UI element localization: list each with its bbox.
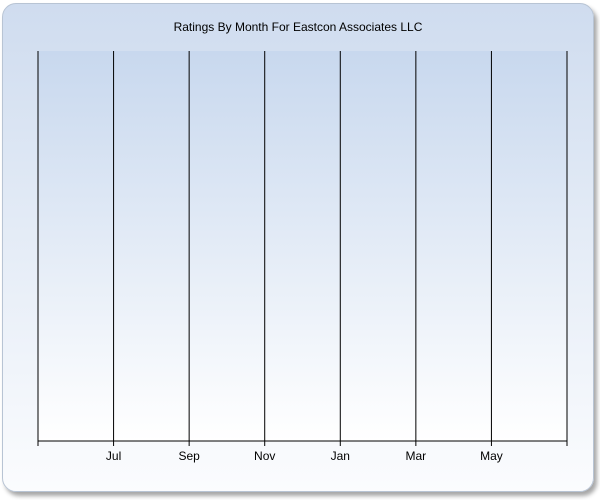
chart-title: Ratings By Month For Eastcon Associates … — [173, 20, 423, 34]
x-tick-label-jul: Jul — [106, 449, 121, 463]
x-tick-label-sep: Sep — [178, 449, 200, 463]
x-tick-label-jan: Jan — [331, 449, 350, 463]
x-tick-label-mar: Mar — [406, 449, 427, 463]
x-tick-label-nov: Nov — [254, 449, 275, 463]
x-tick-label-may: May — [480, 449, 503, 463]
plot-area — [38, 51, 567, 441]
